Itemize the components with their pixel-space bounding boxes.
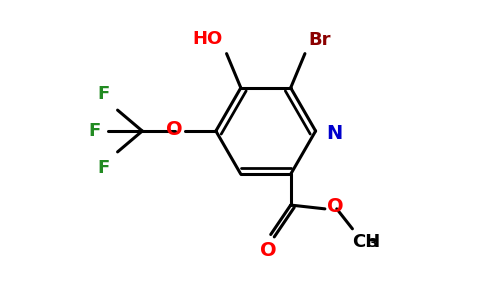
Text: HO: HO: [193, 30, 223, 48]
Text: F: F: [98, 160, 110, 178]
Text: F: F: [88, 122, 101, 140]
Text: N: N: [326, 124, 342, 143]
Text: O: O: [260, 241, 277, 260]
Text: F: F: [98, 85, 110, 103]
Text: Br: Br: [309, 31, 331, 49]
Text: O: O: [166, 120, 183, 139]
Text: CH: CH: [352, 232, 381, 250]
Text: O: O: [327, 197, 344, 217]
Text: 3: 3: [368, 237, 377, 250]
